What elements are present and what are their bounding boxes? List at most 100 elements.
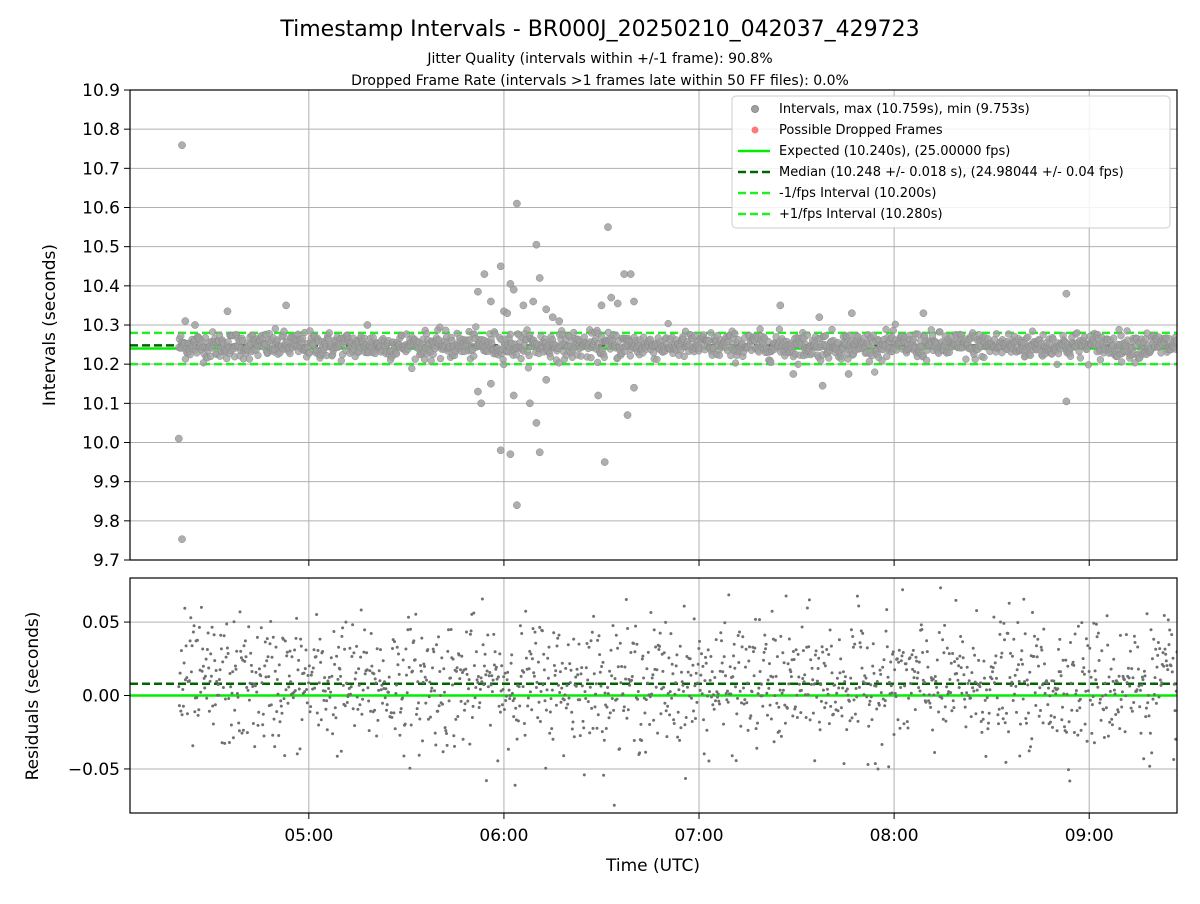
residual-point: [916, 671, 920, 675]
residual-point: [828, 628, 832, 632]
interval-outlier-point: [487, 379, 495, 388]
interval-point: [1076, 354, 1085, 362]
interval-point: [680, 352, 688, 361]
residual-point: [668, 690, 672, 694]
residual-point: [672, 722, 676, 725]
residual-point: [891, 652, 895, 656]
residual-point: [680, 670, 683, 674]
residual-point: [298, 747, 302, 751]
interval-outlier-point: [1062, 289, 1071, 298]
residual-point: [272, 717, 276, 721]
residual-point: [838, 671, 842, 675]
residual-point: [349, 685, 353, 689]
residual-point: [199, 690, 203, 694]
residual-point: [564, 666, 568, 670]
residual-point: [218, 668, 222, 672]
residual-point: [650, 692, 654, 696]
residual-point: [694, 671, 698, 675]
residual-point: [518, 624, 522, 628]
residual-point: [1144, 715, 1148, 719]
residual-point: [1009, 651, 1012, 655]
interval-point: [871, 368, 879, 376]
residual-point: [1126, 666, 1130, 670]
residual-point: [271, 733, 275, 737]
residual-point: [427, 717, 430, 721]
residual-point: [793, 705, 797, 709]
residual-point: [780, 691, 784, 695]
residual-point: [246, 688, 250, 692]
residual-point: [438, 670, 442, 673]
residual-point: [377, 688, 381, 692]
residual-point: [1138, 705, 1142, 709]
residual-point: [239, 649, 243, 653]
residual-point: [590, 706, 594, 710]
residual-point: [1122, 678, 1126, 682]
residual-point: [309, 705, 313, 709]
residual-point: [403, 722, 407, 726]
residual-point: [703, 679, 707, 683]
residual-point: [358, 703, 362, 707]
interval-outlier-point: [509, 285, 518, 294]
residual-point: [1142, 669, 1146, 673]
residual-point: [293, 689, 297, 693]
residual-point: [1021, 662, 1024, 666]
residual-point: [1003, 721, 1007, 725]
residual-point: [677, 688, 681, 692]
residual-point: [343, 647, 347, 651]
residual-point: [1068, 779, 1072, 783]
residual-point: [871, 642, 875, 646]
interval-outlier-point: [513, 501, 521, 510]
residual-point: [897, 660, 901, 664]
residual-point: [394, 692, 398, 695]
residual-point: [251, 685, 255, 688]
residuals-points: [177, 586, 1177, 807]
residual-point: [299, 644, 303, 648]
residual-point: [229, 685, 233, 689]
residual-point: [443, 690, 446, 694]
residual-point: [686, 670, 690, 674]
interval-point: [971, 355, 979, 363]
residual-point: [865, 695, 869, 699]
residual-point: [1089, 675, 1093, 679]
residual-point: [902, 722, 906, 726]
residual-point: [528, 649, 532, 653]
residual-point: [434, 743, 438, 747]
residual-point: [515, 737, 519, 741]
residual-point: [1017, 679, 1021, 683]
residual-point: [1078, 697, 1082, 701]
residual-point: [648, 723, 652, 726]
residual-point: [952, 706, 956, 710]
residual-point: [639, 722, 643, 726]
residual-point: [957, 686, 961, 689]
residual-point: [684, 777, 687, 780]
residual-point: [729, 692, 733, 696]
interval-outlier-point: [613, 299, 622, 308]
intervals-x-ticks: [308, 560, 1090, 566]
residual-point: [650, 676, 654, 680]
residual-point: [425, 678, 428, 682]
residual-point: [281, 637, 285, 641]
residual-point: [1096, 685, 1100, 689]
residual-point: [1075, 709, 1079, 713]
residual-point: [779, 634, 783, 638]
interval-point: [878, 357, 886, 365]
interval-point: [271, 325, 279, 333]
residual-point: [682, 604, 686, 608]
residual-point: [393, 640, 396, 644]
residual-point: [1098, 701, 1102, 705]
residual-point: [822, 661, 826, 665]
residual-point: [463, 702, 467, 706]
residual-point: [608, 669, 612, 673]
residual-point: [867, 703, 871, 707]
residual-point: [743, 698, 747, 702]
residual-point: [532, 674, 536, 678]
legend-intervals-marker: [751, 105, 759, 113]
residual-point: [468, 632, 472, 636]
residual-point: [255, 635, 259, 639]
residual-point: [247, 625, 251, 629]
residual-point: [1015, 710, 1018, 714]
residual-point: [422, 662, 426, 666]
residual-point: [575, 667, 579, 671]
interval-point: [525, 351, 533, 360]
residuals-y-ticks: 0.050.00−0.05: [68, 613, 130, 780]
